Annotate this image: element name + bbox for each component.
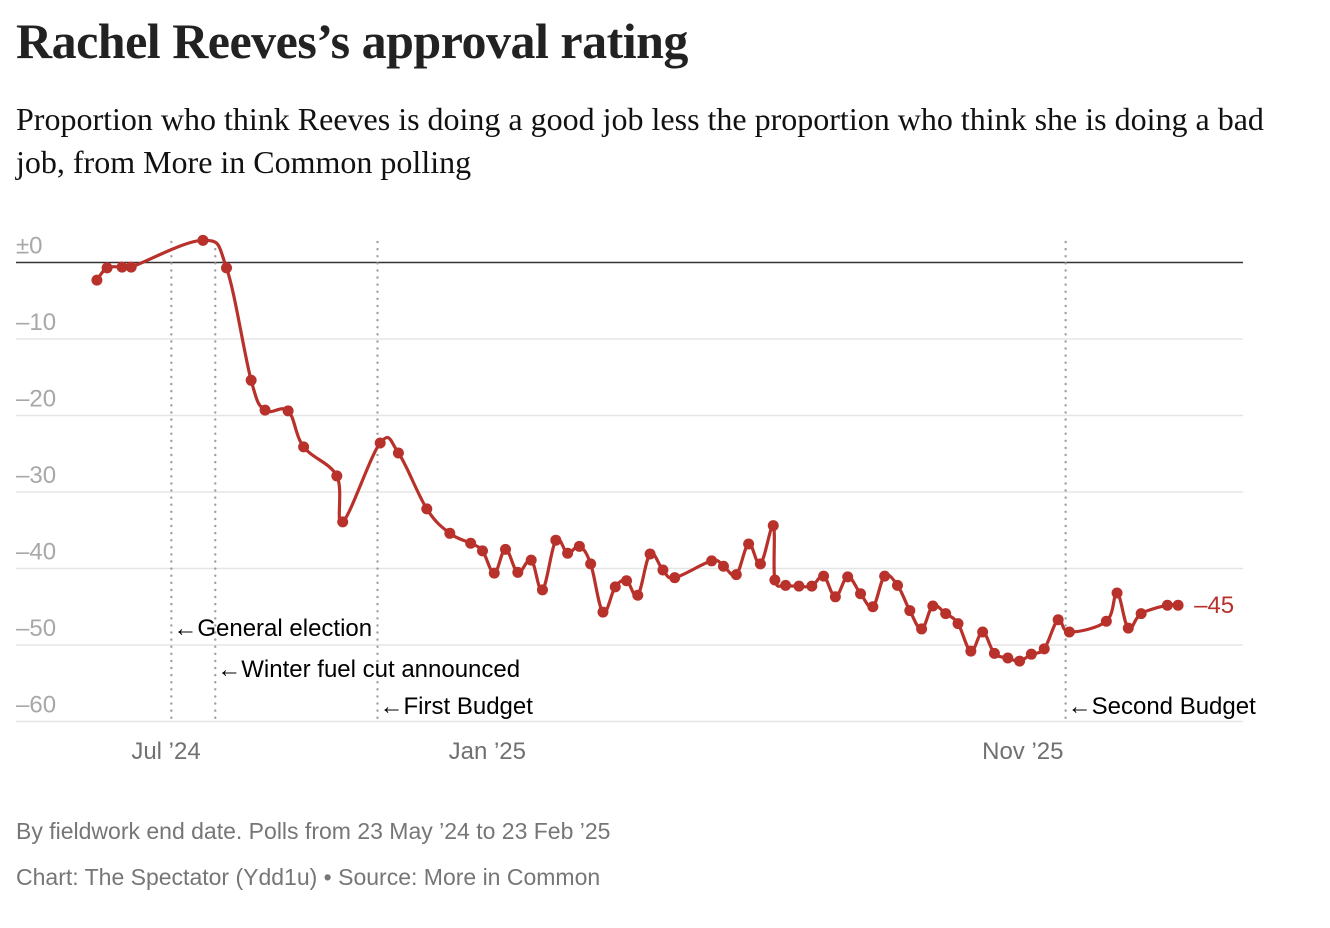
data-point: [597, 606, 609, 618]
data-point: [927, 600, 939, 612]
y-tick-label: ±0: [16, 233, 43, 260]
data-point: [298, 441, 310, 453]
data-point: [500, 543, 512, 555]
data-point: [550, 534, 562, 546]
y-axis-ticks: ±0 –10 –20 –30 –40 –50 –60: [16, 233, 56, 719]
data-point: [116, 261, 128, 273]
line-chart: ±0 –10 –20 –30 –40 –50 –60 Jul ’24 Jan ’25 Nov ’…: [16, 233, 1256, 765]
data-point: [573, 540, 585, 552]
data-point: [1111, 587, 1123, 599]
data-point: [754, 558, 766, 570]
chart-title: Rachel Reeves’s approval rating: [16, 13, 688, 69]
data-point: [1100, 615, 1112, 627]
data-point: [867, 601, 879, 613]
x-tick-label: Nov ’25: [982, 738, 1063, 765]
data-point: [421, 503, 433, 515]
x-tick-label: Jul ’24: [131, 738, 200, 765]
data-point: [818, 570, 830, 582]
data-point: [488, 567, 500, 579]
data-point: [536, 584, 548, 596]
data-point: [585, 558, 597, 570]
data-point: [717, 560, 729, 572]
data-point: [904, 605, 916, 617]
data-point: [706, 555, 718, 567]
data-point: [767, 520, 779, 532]
source-credit: Chart: The Spectator (Ydd1u) • Source: M…: [16, 864, 601, 890]
data-point: [1038, 643, 1050, 655]
data-point: [669, 572, 681, 584]
data-point: [977, 626, 989, 638]
event-markers: [170, 240, 1067, 722]
y-tick-label: –30: [16, 462, 56, 489]
data-point: [965, 645, 977, 657]
data-point: [855, 588, 867, 600]
data-point: [769, 574, 781, 586]
data-point: [780, 579, 792, 591]
data-point: [891, 579, 903, 591]
data-point: [374, 437, 386, 449]
data-point: [657, 564, 669, 576]
data-point: [621, 575, 633, 587]
data-point: [940, 608, 952, 620]
data-point: [879, 570, 891, 582]
data-point: [444, 527, 456, 539]
data-point: [644, 548, 656, 560]
data-point: [1063, 626, 1075, 638]
data-point: [101, 262, 113, 274]
data-point: [562, 547, 574, 559]
data-point: [512, 566, 524, 578]
data-point: [842, 571, 854, 583]
data-point: [259, 404, 271, 416]
data-point: [632, 589, 644, 601]
data-point: [331, 470, 343, 482]
annotations: ←General election ←Winter fuel cut announ…: [173, 592, 1256, 720]
x-tick-label: Jan ’25: [449, 738, 526, 765]
data-points: [91, 234, 1184, 667]
chart-subtitle: Proportion who think Reeves is doing a g…: [16, 101, 1264, 180]
data-point: [125, 261, 137, 273]
data-point: [282, 405, 294, 417]
data-point: [245, 374, 257, 386]
data-point: [1002, 652, 1014, 664]
y-tick-label: –10: [16, 309, 56, 336]
x-axis-ticks: Jul ’24 Jan ’25 Nov ’25: [131, 738, 1063, 765]
data-point: [392, 447, 404, 459]
y-tick-label: –50: [16, 615, 56, 642]
data-point: [1161, 599, 1173, 611]
data-point: [730, 569, 742, 581]
data-point: [1135, 608, 1147, 620]
data-point: [1052, 614, 1064, 626]
y-tick-label: –60: [16, 692, 56, 719]
data-point: [988, 647, 1000, 659]
y-tick-label: –40: [16, 539, 56, 566]
data-point: [476, 545, 488, 557]
data-point: [793, 580, 805, 592]
data-point: [1172, 599, 1184, 611]
data-point: [952, 618, 964, 630]
data-point: [609, 581, 621, 593]
data-point: [337, 516, 349, 528]
end-value-label: –45: [1194, 592, 1234, 619]
data-point: [743, 538, 755, 550]
data-point: [916, 623, 928, 635]
data-point: [1122, 622, 1134, 634]
y-tick-label: –20: [16, 386, 56, 413]
data-point: [806, 580, 818, 592]
event-label: ←Second Budget: [1068, 693, 1256, 720]
data-point: [1025, 648, 1037, 660]
data-point: [1014, 655, 1026, 667]
event-label: ←General election: [173, 615, 372, 642]
data-point: [91, 274, 103, 286]
gridlines: [16, 261, 1243, 723]
data-point: [197, 234, 209, 246]
event-label: ←First Budget: [380, 693, 534, 720]
footnote: By fieldwork end date. Polls from 23 May…: [16, 818, 611, 844]
event-label: ←Winter fuel cut announced: [217, 656, 520, 683]
data-point: [465, 537, 477, 549]
data-point: [221, 262, 233, 274]
data-point: [525, 554, 537, 566]
data-point: [829, 591, 841, 603]
